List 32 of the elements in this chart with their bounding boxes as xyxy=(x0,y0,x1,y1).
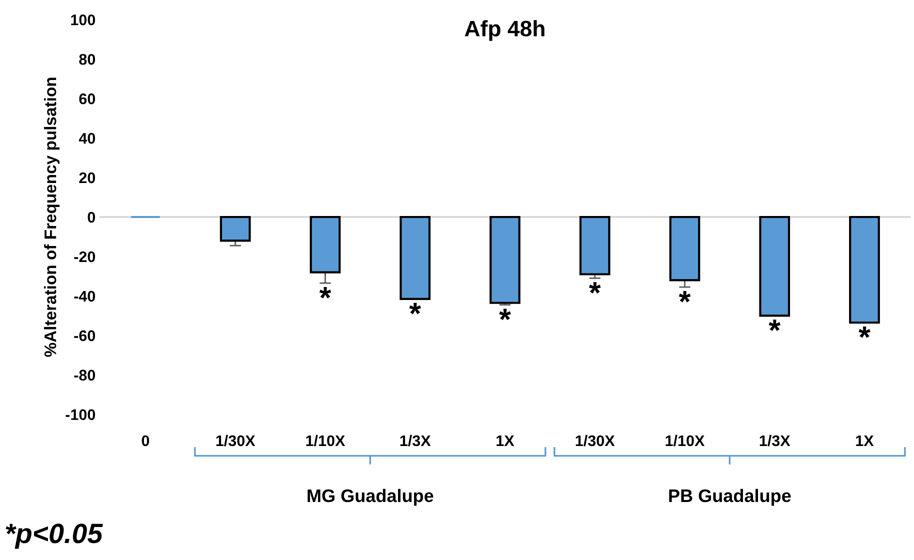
y-axis-title: %Alteration of Frequency pulsation xyxy=(44,78,60,357)
x-tick-label: 1/3X xyxy=(760,434,790,446)
x-tick-label: 1/10X xyxy=(306,434,346,446)
x-tick-label: 0 xyxy=(142,435,150,446)
data-label: * xyxy=(409,302,422,314)
x-tick-label: 1/30X xyxy=(576,434,615,446)
y-tick-label: 100 xyxy=(71,14,96,26)
y-tick-label: -80 xyxy=(74,370,96,381)
x-tick-label: 1X xyxy=(856,435,874,446)
y-tick-label: 0 xyxy=(88,212,96,223)
y-tick-label: 60 xyxy=(79,93,96,104)
y-tick-label: -60 xyxy=(74,330,96,342)
data-label: * xyxy=(589,282,601,294)
data-label: * xyxy=(678,290,691,302)
data-label: * xyxy=(319,287,332,298)
y-tick-label: -20 xyxy=(74,251,96,262)
x-tick-label: 1X xyxy=(496,435,514,446)
data-label: * xyxy=(858,326,870,338)
data-label: * xyxy=(768,320,781,331)
y-tick-label: 80 xyxy=(79,54,96,65)
data-label: * xyxy=(499,308,511,320)
y-tick-label: 40 xyxy=(78,132,96,144)
y-tick-label: -40 xyxy=(74,290,96,302)
text: *p<0.05 xyxy=(6,524,103,549)
text: PB Guadalupe xyxy=(669,488,791,506)
x-tick-label: 1/30X xyxy=(216,434,256,446)
y-tick-label: 20 xyxy=(79,172,96,184)
x-tick-label: 1/10X xyxy=(666,434,705,446)
y-tick-label: -100 xyxy=(66,409,96,420)
chart-title: Afp 48h xyxy=(464,20,544,41)
text: MG Guadalupe xyxy=(308,488,434,506)
x-tick-label: 1/3X xyxy=(400,434,431,446)
